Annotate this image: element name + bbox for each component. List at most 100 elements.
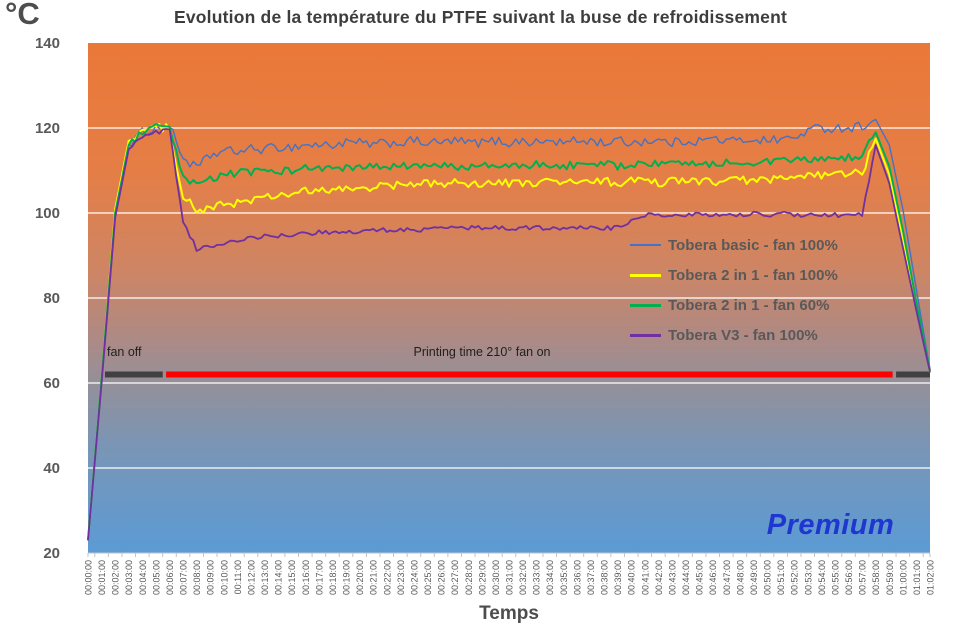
svg-text:00:30:00: 00:30:00 (491, 560, 501, 595)
svg-text:00:49:00: 00:49:00 (749, 560, 759, 595)
svg-text:00:34:00: 00:34:00 (545, 560, 555, 595)
svg-text:00:41:00: 00:41:00 (640, 560, 650, 595)
fan-off-label: fan off (107, 345, 142, 359)
svg-text:00:09:00: 00:09:00 (206, 560, 216, 595)
svg-text:00:11:00: 00:11:00 (233, 560, 243, 594)
legend: Tobera basic - fan 100% Tobera 2 in 1 - … (630, 236, 838, 344)
svg-text:00:03:00: 00:03:00 (124, 560, 134, 595)
svg-text:00:23:00: 00:23:00 (396, 560, 406, 595)
svg-text:00:36:00: 00:36:00 (572, 560, 582, 595)
svg-text:80: 80 (43, 290, 60, 307)
svg-text:00:48:00: 00:48:00 (735, 560, 745, 595)
svg-text:00:08:00: 00:08:00 (192, 560, 202, 595)
legend-label: Tobera V3 - fan 100% (668, 326, 818, 344)
svg-text:00:43:00: 00:43:00 (667, 560, 677, 595)
svg-text:00:17:00: 00:17:00 (314, 560, 324, 595)
svg-text:00:00:00: 00:00:00 (84, 560, 94, 595)
chart-title: Evolution de la température du PTFE suiv… (173, 7, 788, 27)
svg-text:00:54:00: 00:54:00 (817, 560, 827, 595)
premium-watermark: Premium (766, 509, 895, 541)
legend-item: Tobera 2 in 1 - fan 60% (630, 296, 838, 314)
svg-text:100: 100 (35, 205, 60, 222)
svg-text:00:01:00: 00:01:00 (97, 560, 107, 595)
svg-text:00:10:00: 00:10:00 (219, 560, 229, 595)
legend-swatch-line (630, 333, 661, 337)
svg-text:140: 140 (35, 35, 60, 52)
legend-swatch-line (630, 244, 661, 246)
svg-text:00:57:00: 00:57:00 (858, 560, 868, 595)
gridlines (88, 127, 930, 469)
x-axis-ticks (87, 552, 931, 557)
svg-text:40: 40 (43, 460, 60, 477)
svg-text:00:12:00: 00:12:00 (246, 560, 256, 595)
svg-text:00:18:00: 00:18:00 (328, 560, 338, 595)
legend-swatch-line (630, 273, 661, 277)
legend-swatch-line (630, 303, 661, 307)
printing-time-label: Printing time 210° fan on (413, 345, 551, 359)
svg-text:00:55:00: 00:55:00 (830, 560, 840, 595)
svg-text:00:14:00: 00:14:00 (274, 560, 284, 595)
svg-text:00:29:00: 00:29:00 (477, 560, 487, 595)
svg-text:01:00:00: 01:00:00 (898, 560, 908, 595)
svg-text:00:51:00: 00:51:00 (776, 560, 786, 595)
svg-text:00:53:00: 00:53:00 (803, 560, 813, 595)
svg-text:00:40:00: 00:40:00 (627, 560, 637, 595)
svg-text:00:27:00: 00:27:00 (450, 560, 460, 595)
legend-item: Tobera basic - fan 100% (630, 236, 838, 254)
series-line-1 (87, 122, 931, 541)
svg-text:00:33:00: 00:33:00 (532, 560, 542, 595)
svg-text:20: 20 (43, 545, 60, 562)
series-lines (87, 118, 931, 541)
svg-text:00:59:00: 00:59:00 (885, 560, 895, 595)
series-line-2 (87, 123, 931, 541)
x-axis-title: Temps (479, 603, 539, 624)
svg-text:00:05:00: 00:05:00 (151, 560, 161, 595)
svg-text:00:44:00: 00:44:00 (681, 560, 691, 595)
svg-text:00:52:00: 00:52:00 (790, 560, 800, 595)
svg-text:00:15:00: 00:15:00 (287, 560, 297, 595)
svg-text:00:19:00: 00:19:00 (342, 560, 352, 595)
svg-text:00:20:00: 00:20:00 (355, 560, 365, 595)
series-line-3 (87, 128, 931, 541)
svg-text:00:13:00: 00:13:00 (260, 560, 270, 595)
svg-text:01:01:00: 01:01:00 (912, 560, 922, 595)
legend-label: Tobera 2 in 1 - fan 60% (668, 296, 830, 314)
svg-text:00:04:00: 00:04:00 (138, 560, 148, 595)
svg-text:01:02:00: 01:02:00 (926, 560, 936, 595)
legend-label: Tobera basic - fan 100% (668, 236, 838, 254)
svg-text:00:24:00: 00:24:00 (409, 560, 419, 595)
svg-text:00:47:00: 00:47:00 (722, 560, 732, 595)
svg-text:00:50:00: 00:50:00 (763, 560, 773, 595)
svg-text:00:02:00: 00:02:00 (111, 560, 121, 595)
svg-text:00:06:00: 00:06:00 (165, 560, 175, 595)
svg-text:00:07:00: 00:07:00 (179, 560, 189, 595)
svg-text:00:38:00: 00:38:00 (600, 560, 610, 595)
svg-text:00:35:00: 00:35:00 (559, 560, 569, 595)
y-axis-unit-label: °C (5, 0, 40, 31)
svg-text:00:22:00: 00:22:00 (382, 560, 392, 595)
svg-text:00:16:00: 00:16:00 (301, 560, 311, 595)
series-line-0 (87, 118, 931, 541)
svg-text:00:58:00: 00:58:00 (871, 560, 881, 595)
legend-item: Tobera 2 in 1 - fan 100% (630, 266, 838, 284)
svg-text:120: 120 (35, 120, 60, 137)
printing-bar (104, 371, 930, 378)
svg-text:60: 60 (43, 375, 60, 392)
svg-text:00:31:00: 00:31:00 (505, 560, 515, 595)
y-axis-labels: 140 120 100 80 60 40 20 (35, 35, 60, 562)
svg-text:00:25:00: 00:25:00 (423, 560, 433, 595)
svg-text:00:26:00: 00:26:00 (437, 560, 447, 595)
svg-text:00:28:00: 00:28:00 (464, 560, 474, 595)
svg-text:00:21:00: 00:21:00 (369, 560, 379, 595)
legend-item: Tobera V3 - fan 100% (630, 326, 838, 344)
svg-text:00:42:00: 00:42:00 (654, 560, 664, 595)
svg-text:00:46:00: 00:46:00 (708, 560, 718, 595)
svg-text:00:32:00: 00:32:00 (518, 560, 528, 595)
x-axis-labels: 00:00:00 00:01:00 00:02:00 00:03:00 00:04:00… (84, 560, 936, 595)
svg-text:00:45:00: 00:45:00 (695, 560, 705, 595)
svg-text:00:56:00: 00:56:00 (844, 560, 854, 595)
legend-label: Tobera 2 in 1 - fan 100% (668, 266, 838, 284)
svg-text:00:37:00: 00:37:00 (586, 560, 596, 595)
